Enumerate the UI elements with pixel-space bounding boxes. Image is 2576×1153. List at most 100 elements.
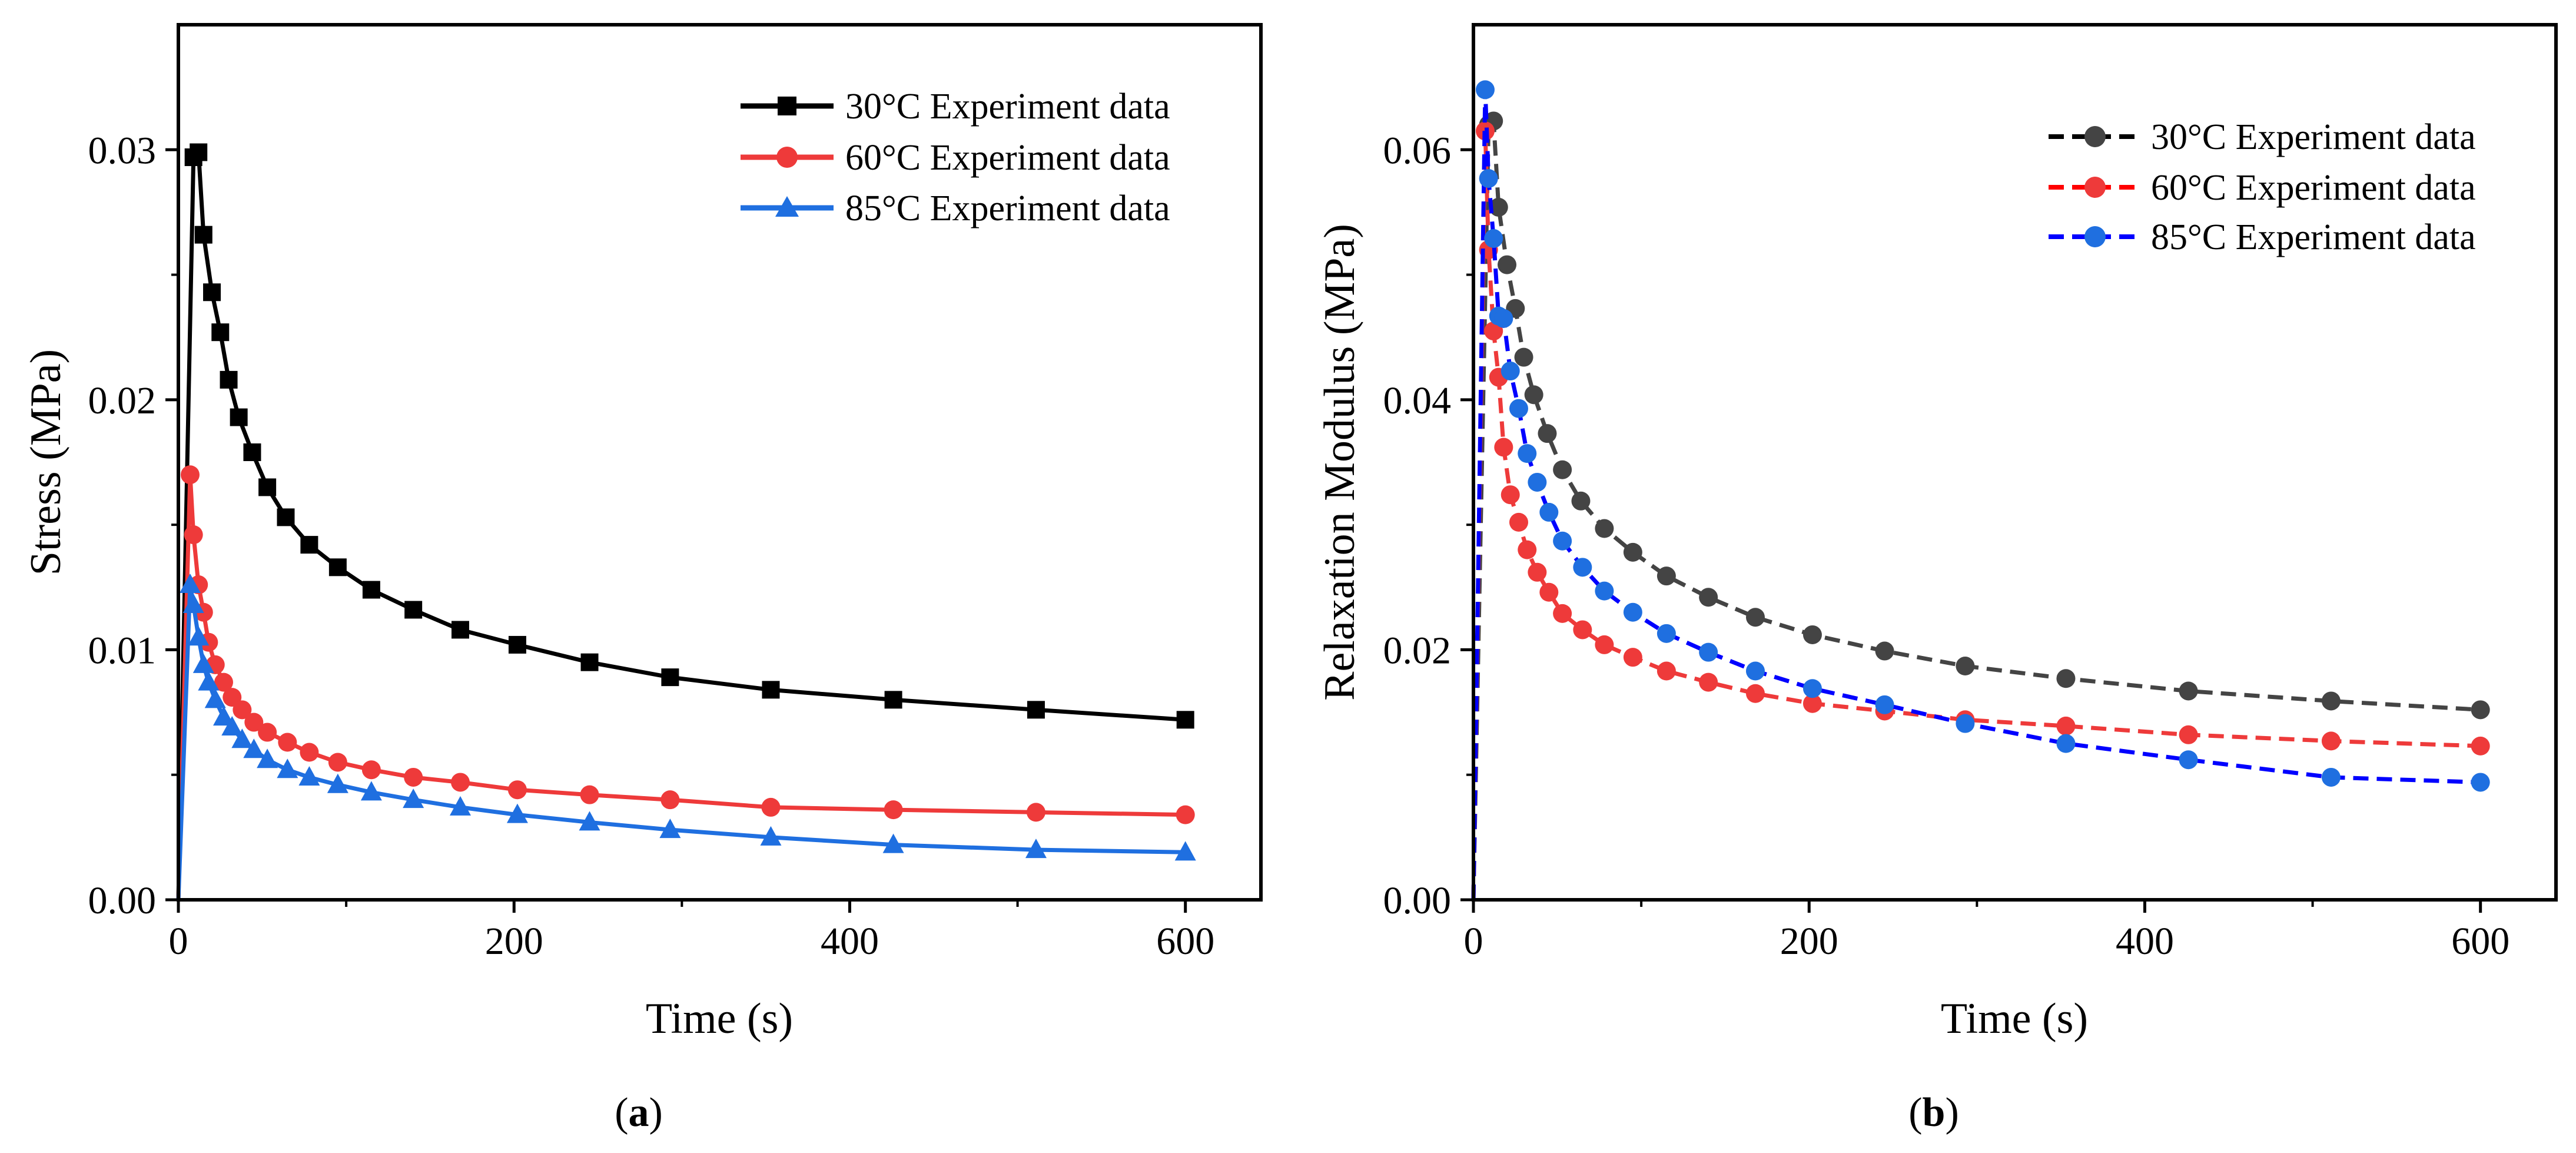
legend-marker-square [778, 97, 796, 115]
data-point [580, 653, 599, 671]
data-point [1573, 620, 1592, 640]
data-point [277, 508, 295, 526]
legend-marker-circle [776, 147, 798, 168]
data-point [1025, 839, 1047, 859]
series-2 [176, 574, 1196, 900]
data-point [1699, 672, 1718, 692]
data-point [1745, 608, 1765, 627]
series-0 [1471, 111, 2490, 900]
data-point [211, 323, 230, 342]
data-point [1538, 424, 1557, 443]
data-point [1494, 438, 1513, 457]
data-point [1802, 679, 1822, 698]
legend-label: 60°C Experiment data [845, 138, 1170, 178]
data-point [194, 226, 213, 244]
data-point [179, 574, 201, 594]
data-point [1027, 701, 1045, 719]
data-point [188, 626, 210, 646]
data-point [1571, 491, 1591, 511]
data-point [300, 536, 318, 554]
y-tick-label: 0.04 [1383, 379, 1452, 422]
legend-label: 30°C Experiment data [845, 87, 1170, 127]
y-tick-label: 0.02 [88, 379, 157, 422]
data-point [300, 743, 319, 762]
data-point [2179, 750, 2198, 770]
data-point [579, 811, 600, 831]
legend-marker-circle [2084, 177, 2106, 198]
data-point [1176, 805, 1195, 824]
data-point [278, 733, 297, 752]
data-point [1553, 531, 1572, 551]
data-point [2056, 669, 2076, 688]
data-point [1501, 485, 1520, 505]
data-point [2321, 691, 2341, 711]
data-point [2321, 731, 2341, 751]
x-tick-label: 600 [1156, 920, 1214, 963]
data-point [1509, 399, 1528, 418]
data-point [1479, 169, 1498, 188]
data-point [1514, 347, 1533, 367]
legend: 30°C Experiment data 60°C Experiment dat… [741, 87, 1170, 228]
x-tick-label: 0 [1464, 920, 1483, 963]
data-point [762, 681, 780, 699]
data-point [243, 443, 261, 462]
data-point [258, 723, 277, 742]
data-point [1699, 642, 1718, 662]
x-axis-title: Time (s) [646, 995, 793, 1043]
data-point [2471, 773, 2490, 792]
data-point [1956, 714, 1975, 733]
data-point [2179, 725, 2198, 744]
data-point [214, 672, 233, 692]
data-point [1501, 362, 1520, 381]
x-tick-label: 200 [485, 920, 543, 963]
data-point [1518, 540, 1537, 559]
x-axis-title: Time (s) [1941, 995, 2088, 1043]
y-axis-title: Stress (MPa) [22, 349, 70, 575]
data-point [1595, 635, 1614, 654]
legend-marker-circle [2084, 126, 2106, 147]
data-point [362, 581, 380, 599]
legend-label: 30°C Experiment data [2151, 117, 2476, 157]
data-point [1539, 502, 1559, 522]
data-point [1745, 684, 1765, 703]
data-point [1509, 512, 1528, 532]
panel-b-chart: 0 200 400 600 0.00 0.02 0.04 0.06 Time (s) Rela… [1316, 23, 2558, 1135]
data-point [1498, 255, 1517, 274]
data-point [1745, 661, 1765, 681]
x-tick-label: 200 [1780, 920, 1838, 963]
data-point [1528, 472, 1547, 492]
data-point [760, 826, 782, 846]
data-point [184, 525, 203, 545]
data-point [1802, 625, 1822, 644]
data-point [1657, 624, 1676, 643]
data-point [2056, 716, 2076, 735]
data-point [449, 796, 471, 816]
data-point [1475, 80, 1495, 100]
data-point [204, 688, 226, 708]
data-point [231, 728, 253, 748]
data-point [1484, 229, 1503, 249]
legend: 30°C Experiment data 60°C Experiment dat… [2049, 117, 2476, 257]
data-point [2179, 681, 2198, 701]
data-point [1524, 385, 1543, 405]
data-point [221, 716, 243, 736]
x-tick-label: 400 [821, 920, 879, 963]
data-point [403, 788, 424, 809]
x-tick-label: 0 [169, 920, 188, 963]
data-point [1553, 460, 1572, 479]
data-point [2321, 767, 2341, 787]
y-tick-label: 0.02 [1383, 629, 1452, 672]
data-point [1699, 588, 1718, 607]
plot-frame [1472, 23, 2558, 902]
data-point [1623, 602, 1642, 622]
data-point [1875, 695, 1894, 714]
legend-item-60c: 60°C Experiment data [2049, 168, 2476, 208]
y-tick-label: 0.06 [1383, 129, 1452, 172]
data-point [1176, 711, 1194, 729]
data-point [244, 713, 264, 732]
data-point [660, 790, 680, 810]
plot-frame [177, 23, 1263, 902]
y-axis-title: Relaxation Modulus (MPa) [1316, 224, 1364, 701]
data-point [451, 621, 469, 639]
